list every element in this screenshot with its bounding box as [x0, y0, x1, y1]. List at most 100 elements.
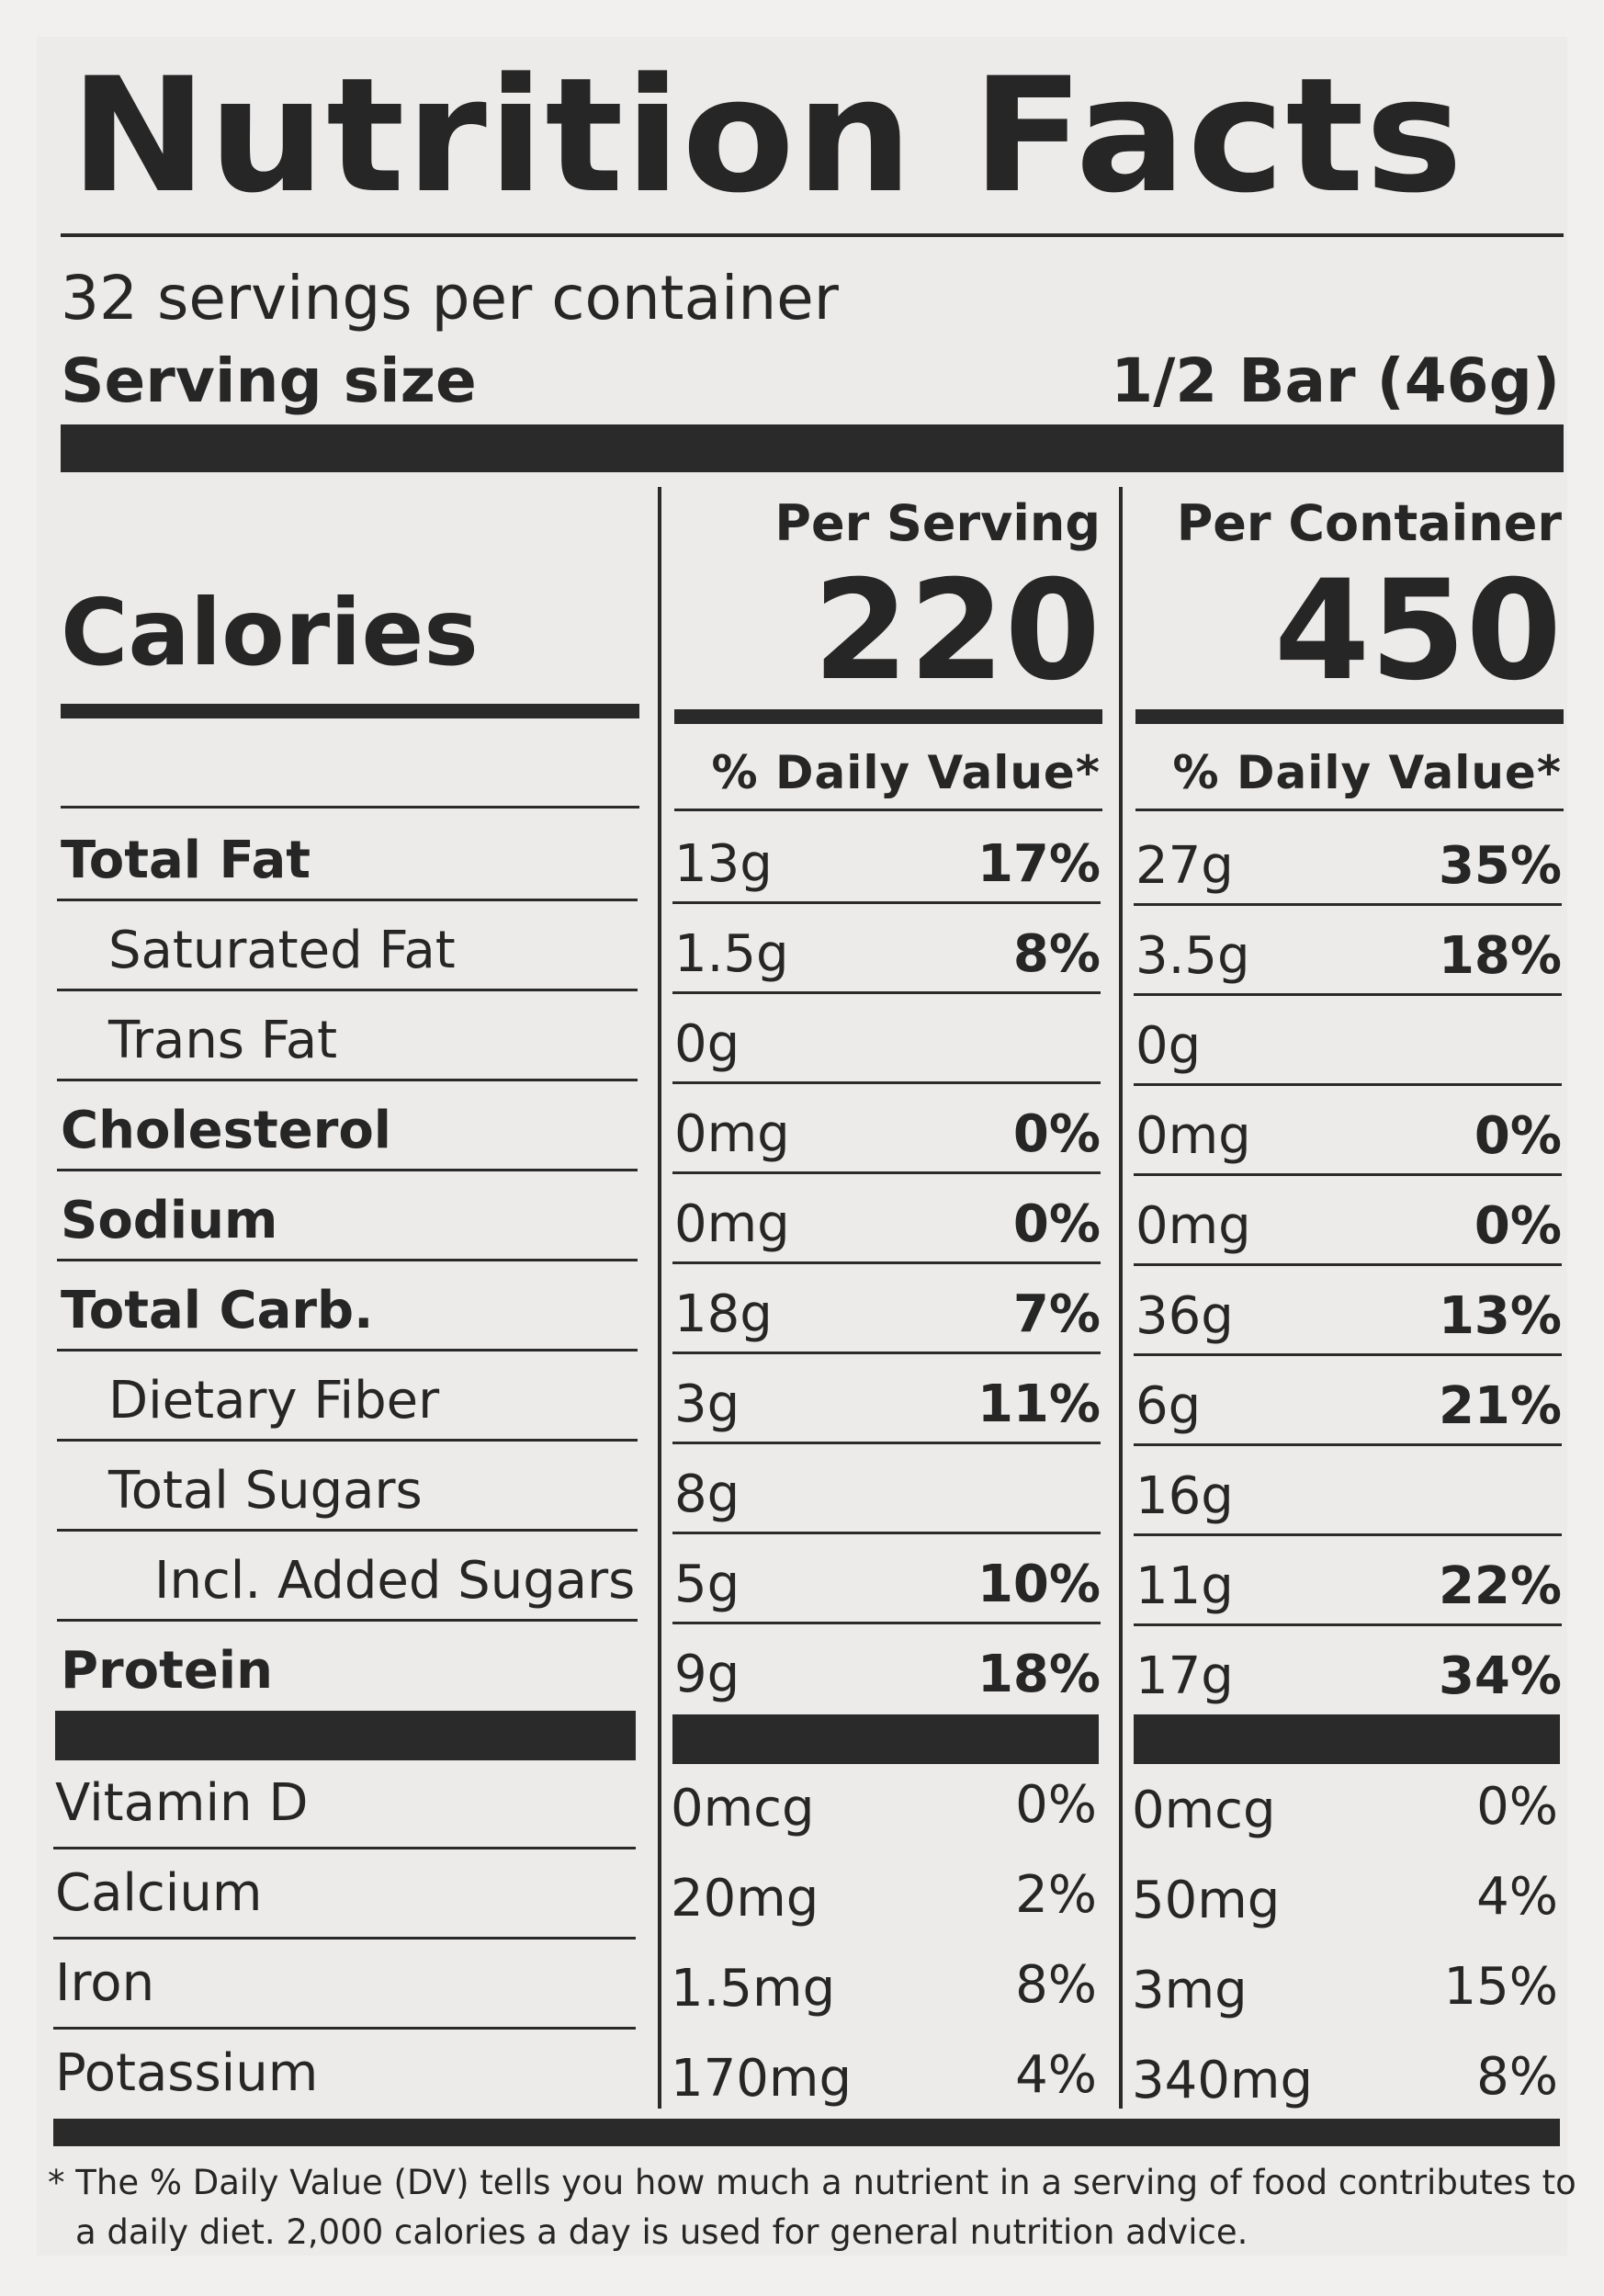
vitamin-divider-left: [53, 2027, 636, 2030]
vitamin-thick-bar-left: [55, 1711, 636, 1760]
per-serving-header: Per Serving: [774, 494, 1101, 552]
vitamin-serving-amount: 1.5mg: [671, 1959, 836, 2019]
title-divider: [61, 233, 1564, 237]
serving-daily-value: 18%: [977, 1645, 1101, 1704]
container-daily-value: 22%: [1438, 1556, 1562, 1616]
row-divider-right: [1134, 1533, 1562, 1536]
footnote-thick-bar: [53, 2119, 1560, 2146]
row-divider-left: [57, 1349, 638, 1352]
nutrient-name: Total Carb.: [61, 1281, 374, 1340]
row-divider-left: [57, 1169, 638, 1171]
vitamin-serving-daily-value: 4%: [1015, 2045, 1097, 2105]
serving-amount: 0mg: [674, 1104, 790, 1164]
serving-daily-value: 0%: [1012, 1104, 1101, 1164]
row-divider-mid: [672, 1352, 1101, 1354]
vitamin-thick-bar-right: [1134, 1714, 1560, 1764]
dv-line-right: [1135, 809, 1564, 811]
container-amount: 0mg: [1135, 1196, 1251, 1256]
nutrient-name: Total Sugars: [108, 1461, 423, 1521]
container-amount: 17g: [1135, 1646, 1234, 1706]
serving-amount: 18g: [674, 1284, 773, 1344]
nutrient-name: Protein: [61, 1641, 273, 1701]
footnote-line-1: * The % Daily Value (DV) tells you how m…: [48, 2163, 1576, 2202]
vitamin-container-amount: 340mg: [1132, 2051, 1313, 2110]
container-amount: 0g: [1135, 1016, 1202, 1076]
row-divider-left: [57, 1079, 638, 1081]
serving-amount: 1.5g: [674, 924, 789, 984]
row-divider-right: [1134, 903, 1562, 906]
serving-daily-value: 10%: [977, 1555, 1101, 1614]
row-divider-left: [57, 989, 638, 991]
row-divider-left: [57, 899, 638, 901]
serving-daily-value: 17%: [977, 834, 1101, 894]
calories-label: Calories: [61, 579, 479, 686]
vitamin-name: Potassium: [55, 2043, 319, 2103]
column-divider-2: [1119, 487, 1123, 2109]
footnote-line-2: a daily diet. 2,000 calories a day is us…: [75, 2212, 1248, 2252]
row-divider-mid: [672, 1532, 1101, 1534]
calories-thick-bar-right: [1135, 709, 1564, 724]
vitamin-serving-amount: 20mg: [671, 1869, 819, 1928]
calories-thick-bar-mid: [674, 709, 1102, 724]
container-amount: 11g: [1135, 1556, 1234, 1616]
vitamin-container-amount: 0mcg: [1132, 1781, 1276, 1840]
serving-amount: 0g: [674, 1014, 740, 1074]
row-divider-mid: [672, 1442, 1101, 1444]
vitamin-name: Iron: [55, 1953, 155, 2013]
row-divider-left: [57, 1259, 638, 1261]
container-amount: 6g: [1135, 1376, 1202, 1436]
daily-value-header-serving: % Daily Value*: [711, 746, 1101, 799]
vitamin-container-amount: 50mg: [1132, 1871, 1281, 1930]
nutrient-name: Total Fat: [61, 831, 311, 890]
container-daily-value: 18%: [1438, 926, 1562, 986]
vitamin-container-daily-value: 8%: [1476, 2047, 1558, 2107]
container-amount: 0mg: [1135, 1106, 1251, 1166]
container-daily-value: 35%: [1438, 836, 1562, 896]
calories-per-serving: 220: [812, 551, 1101, 711]
row-divider-mid: [672, 1261, 1101, 1264]
serving-amount: 5g: [674, 1555, 740, 1614]
container-amount: 16g: [1135, 1466, 1234, 1526]
vitamin-container-daily-value: 0%: [1476, 1777, 1558, 1837]
serving-daily-value: 7%: [1012, 1284, 1101, 1344]
vitamin-container-daily-value: 15%: [1443, 1957, 1558, 2017]
row-divider-right: [1134, 1083, 1562, 1086]
row-divider-right: [1134, 1353, 1562, 1356]
per-container-header: Per Container: [1176, 494, 1562, 552]
row-divider-mid: [672, 901, 1101, 904]
nutrient-name: Cholesterol: [61, 1101, 391, 1160]
serving-size-label: Serving size: [61, 345, 477, 416]
row-divider-left: [57, 1619, 638, 1622]
container-amount: 36g: [1135, 1286, 1234, 1346]
vitamin-serving-amount: 170mg: [671, 2049, 852, 2109]
nutrient-name: Trans Fat: [108, 1011, 338, 1070]
serving-amount: 13g: [674, 834, 773, 894]
nutrition-label: [37, 37, 1567, 2256]
vitamin-serving-daily-value: 2%: [1015, 1865, 1097, 1925]
serving-daily-value: 11%: [977, 1374, 1101, 1434]
vitamin-divider-left: [53, 1937, 636, 1940]
row-divider-right: [1134, 993, 1562, 996]
row-divider-left: [57, 1439, 638, 1442]
serving-size-value: 1/2 Bar (46g): [1111, 345, 1560, 416]
container-amount: 3.5g: [1135, 926, 1250, 986]
nutrient-name: Saturated Fat: [108, 921, 456, 980]
container-daily-value: 34%: [1438, 1646, 1562, 1706]
serving-amount: 9g: [674, 1645, 740, 1704]
dv-line-mid: [674, 809, 1102, 811]
serving-amount: 3g: [674, 1374, 740, 1434]
serving-daily-value: 8%: [1012, 924, 1101, 984]
row-divider-right: [1134, 1623, 1562, 1626]
vitamin-name: Vitamin D: [55, 1773, 309, 1833]
container-daily-value: 13%: [1438, 1286, 1562, 1346]
vitamin-name: Calcium: [55, 1863, 263, 1923]
vitamin-serving-daily-value: 8%: [1015, 1955, 1097, 2015]
serving-amount: 0mg: [674, 1194, 790, 1254]
serving-thick-bar: [61, 424, 1564, 472]
column-divider-1: [658, 487, 661, 2109]
calories-thick-bar-left: [61, 704, 639, 718]
vitamin-thick-bar-mid: [672, 1714, 1099, 1764]
row-divider-right: [1134, 1443, 1562, 1446]
label-title: Nutrition Facts: [70, 43, 1464, 228]
vitamin-divider-left: [53, 1847, 636, 1849]
